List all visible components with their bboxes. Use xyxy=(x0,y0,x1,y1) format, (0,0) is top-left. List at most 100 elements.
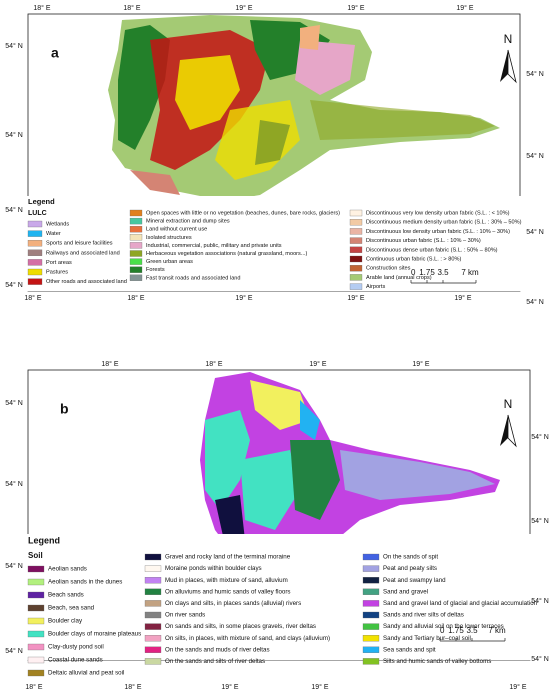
legend-label: Moraine ponds within boulder clays xyxy=(165,565,262,572)
lon-tick-label: 19° E xyxy=(311,683,329,691)
legend-label: On river sands xyxy=(165,612,205,619)
scale-label: 7 km xyxy=(461,268,479,277)
legend-label: Peat and peaty silts xyxy=(383,565,437,572)
legend-swatch xyxy=(129,234,143,241)
lat-tick-label: 54° N xyxy=(531,597,549,605)
legend-label: Silts and humic sands of valley bottoms xyxy=(383,658,491,665)
legend-swatch xyxy=(27,240,43,247)
north-arrow-a xyxy=(500,49,517,84)
north-label: N xyxy=(504,397,513,411)
legend-label: Herbaceous vegetation associations (natu… xyxy=(146,251,308,257)
legend-swatch xyxy=(129,242,143,249)
legend-swatch xyxy=(144,565,162,572)
legend-label: Beach sands xyxy=(48,592,84,599)
legend-label: Discontinuous medium density urban fabri… xyxy=(366,220,522,226)
legend-label: Land without current use xyxy=(146,227,207,233)
legend-swatch xyxy=(349,237,363,244)
lon-tick-label: 18° E xyxy=(101,360,119,368)
lat-tick-label: 54° N xyxy=(531,655,549,663)
scale-label: 0 xyxy=(440,626,445,635)
legend-b-box xyxy=(24,534,532,660)
legend-swatch xyxy=(362,646,380,653)
legend-label: Aeolian sands xyxy=(48,566,87,573)
panel-label: a xyxy=(51,45,59,61)
legend-a-box xyxy=(24,196,524,291)
scale-bar-a xyxy=(410,280,477,284)
legend-swatch xyxy=(362,565,380,572)
lon-tick-label: 19° E xyxy=(309,360,327,368)
lat-tick-label: 54° N xyxy=(5,42,23,50)
lon-tick-label: 18° E xyxy=(33,4,51,12)
legend-swatch xyxy=(362,600,380,607)
legend-label: On clays and silts, in places sands (all… xyxy=(165,600,301,607)
legend-swatch xyxy=(129,226,143,233)
lon-tick-label: 18° E xyxy=(205,360,223,368)
lon-tick-label: 19° E xyxy=(347,4,365,12)
legend-swatch xyxy=(362,635,380,642)
legend-swatch xyxy=(144,577,162,584)
legend-swatch xyxy=(144,646,162,653)
legend-label: Sports and leisure facilities xyxy=(46,241,113,247)
legend-swatch xyxy=(27,630,45,638)
legend-swatch xyxy=(144,635,162,642)
legend-title: Legend xyxy=(28,535,60,545)
legend-swatch xyxy=(349,228,363,235)
legend-swatch xyxy=(129,209,143,217)
lon-tick-label: 19° E xyxy=(347,294,365,302)
legend-swatch xyxy=(27,278,43,285)
legend-label: Sand and gravel land of glacial and glac… xyxy=(383,600,538,607)
legend-swatch xyxy=(349,209,363,217)
scale-label: 1.75 xyxy=(448,626,464,635)
legend-label: Arable land (annual crops) xyxy=(366,275,432,281)
lon-tick-label: 18° E xyxy=(25,683,43,691)
lat-tick-label: 54° N xyxy=(5,647,23,655)
lat-tick-label: 54° N xyxy=(531,433,549,441)
lon-tick-label: 18° E xyxy=(24,294,42,302)
legend-label: Construction sites xyxy=(366,266,411,272)
legend-label: Clay-dusty pond soil xyxy=(48,644,104,651)
legend-swatch xyxy=(129,217,143,225)
legend-label: Discontinuous very low density urban fab… xyxy=(366,210,510,216)
legend-label: On the sands of spit xyxy=(383,554,438,561)
legend-label: Sand and gravel xyxy=(383,588,428,595)
lat-tick-label: 54° N xyxy=(531,517,549,525)
lat-tick-label: 54° N xyxy=(526,228,544,236)
legend-label: Sea sands and spit xyxy=(383,646,436,653)
legend-swatch xyxy=(349,274,363,281)
legend-label: Aeolian sands in the dunes xyxy=(48,579,122,586)
legend-swatch xyxy=(144,658,162,665)
lon-tick-label: 19° E xyxy=(454,294,472,302)
legend-swatch xyxy=(144,553,162,561)
legend-swatch xyxy=(349,246,363,253)
legend-label: Mineral extraction and dump sites xyxy=(146,219,230,225)
legend-label: Isolated structures xyxy=(146,235,192,241)
legend-label: Boulder clay xyxy=(48,618,83,625)
lon-tick-label: 18° E xyxy=(124,683,142,691)
scale-label: 1.75 xyxy=(419,268,435,277)
legend-label: Beach, sea sand xyxy=(48,605,95,612)
lon-tick-label: 19° E xyxy=(412,360,430,368)
legend-swatch xyxy=(349,255,363,263)
legend-label: Water xyxy=(46,231,61,237)
legend-label: On silts, in places, with mixture of san… xyxy=(165,635,330,642)
legend-swatch xyxy=(144,600,162,607)
legend-label: Discontinuous dense urban fabric (S.L. :… xyxy=(366,247,498,253)
legend-swatch xyxy=(349,283,363,290)
legend-label: On the sands and muds of river deltas xyxy=(165,646,270,653)
legend-label: Green urban areas xyxy=(146,259,193,265)
legend-label: Other roads and associated land xyxy=(46,279,127,285)
legend-swatch xyxy=(27,617,45,625)
panel-label: b xyxy=(60,401,69,417)
legend-swatch xyxy=(27,259,43,266)
legend-swatch xyxy=(362,588,380,595)
legend-label: Gravel and rocky land of the terminal mo… xyxy=(165,554,291,561)
legend-swatch xyxy=(144,623,162,630)
legend-swatch xyxy=(27,565,45,573)
legend-swatch xyxy=(362,553,380,561)
lon-tick-label: 19° E xyxy=(456,4,474,12)
legend-swatch xyxy=(27,604,45,612)
scale-label: 3.5 xyxy=(437,268,449,277)
lon-tick-label: 19° E xyxy=(509,683,527,691)
legend-swatch xyxy=(27,268,43,276)
